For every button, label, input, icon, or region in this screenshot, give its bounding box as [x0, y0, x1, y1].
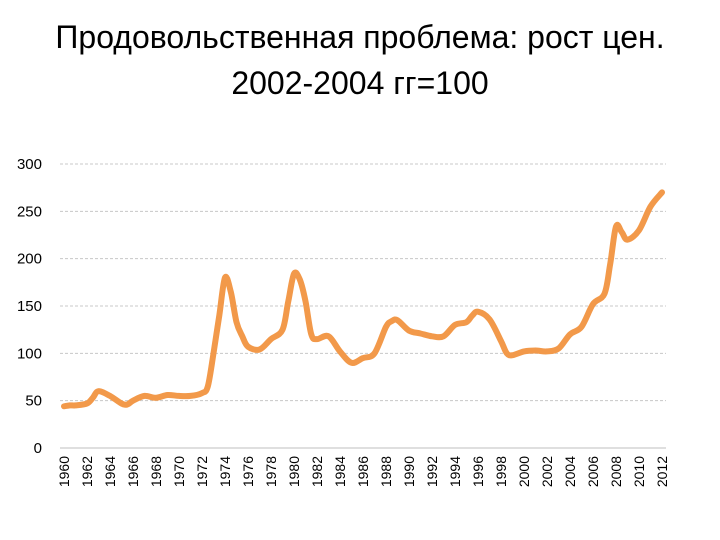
y-tick-label: 250: [17, 203, 42, 220]
chart-title: Продовольственная проблема: рост цен. 20…: [0, 14, 720, 106]
x-tick-label: 1996: [470, 456, 486, 487]
y-tick-label: 300: [17, 156, 42, 173]
x-tick-label: 1972: [194, 456, 210, 487]
x-tick-label: 1994: [447, 456, 463, 487]
chart-title-line-1: Продовольственная проблема: рост цен.: [55, 19, 665, 55]
x-tick-label: 1998: [493, 456, 509, 487]
x-tick-label: 2008: [608, 456, 624, 487]
x-tick-label: 2000: [516, 456, 532, 487]
x-tick-label: 1974: [217, 456, 233, 487]
x-tick-label: 1988: [378, 456, 394, 487]
y-tick-label: 0: [34, 440, 42, 457]
x-tick-label: 1968: [148, 456, 164, 487]
x-tick-label: 1962: [79, 456, 95, 487]
chart-title-line-2: 2002-2004 гг=100: [231, 65, 489, 101]
series-group: [61, 189, 665, 410]
x-tick-label: 1978: [263, 456, 279, 487]
gridlines: [60, 163, 666, 449]
y-axis-ticks: 0 50 100 150 200 250 300: [17, 156, 42, 457]
x-tick-label: 2012: [654, 456, 670, 487]
x-tick-label: 2002: [539, 456, 555, 487]
x-tick-label: 1992: [424, 456, 440, 487]
x-tick-label: 1984: [332, 456, 348, 487]
y-tick-label: 50: [25, 393, 42, 410]
x-axis-ticks: 1960 1962 1964 1966 1968 1970 1972 1974 1976 1978…: [56, 456, 670, 487]
x-tick-label: 2010: [631, 456, 647, 487]
x-tick-label: 1960: [56, 456, 72, 487]
x-tick-label: 1986: [355, 456, 371, 487]
x-tick-label: 1976: [240, 456, 256, 487]
x-tick-label: 2006: [585, 456, 601, 487]
y-tick-label: 200: [17, 251, 42, 268]
y-tick-label: 100: [17, 345, 42, 362]
x-tick-label: 1970: [171, 456, 187, 487]
x-tick-label: 1966: [125, 456, 141, 487]
y-tick-label: 150: [17, 298, 42, 315]
x-tick-label: 1982: [309, 456, 325, 487]
x-tick-label: 2004: [562, 456, 578, 487]
x-tick-label: 1990: [401, 456, 417, 487]
x-tick-label: 1980: [286, 456, 302, 487]
x-tick-label: 1964: [102, 456, 118, 487]
series-line-0: [61, 189, 665, 410]
